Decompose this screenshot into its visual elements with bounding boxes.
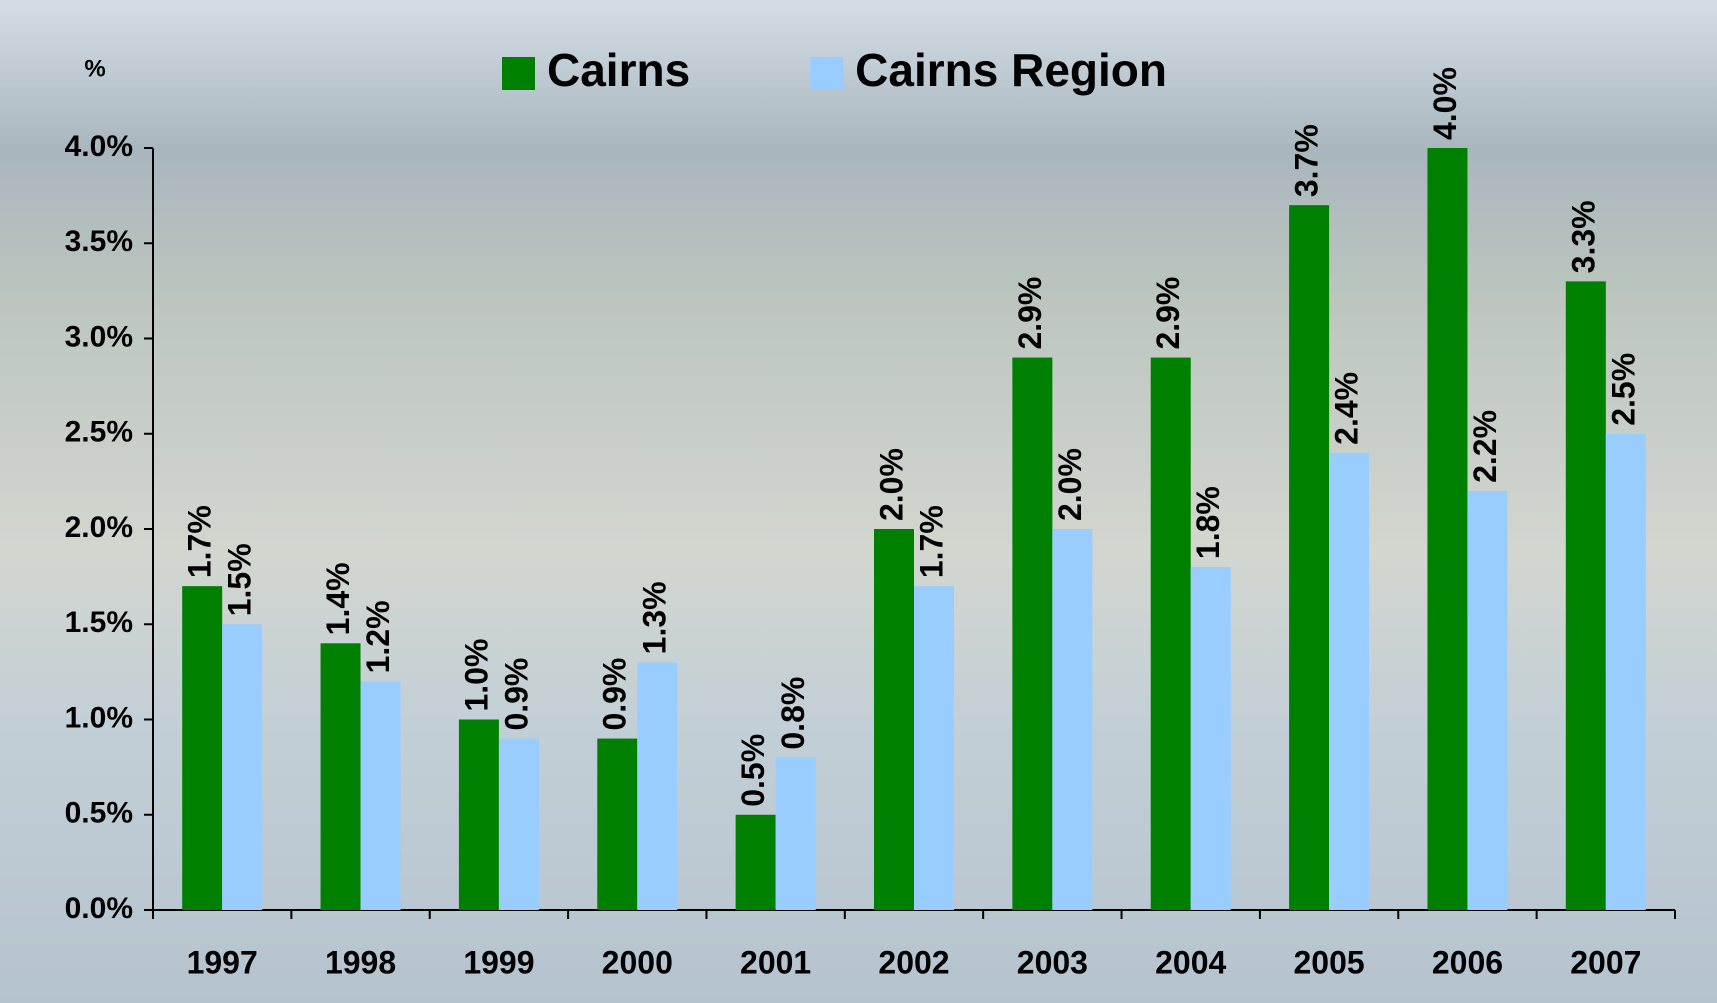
x-tick-label: 2002	[878, 944, 949, 980]
bar	[360, 681, 401, 910]
y-tick-label: 1.0%	[65, 701, 133, 734]
value-label: 3.7%	[1289, 124, 1325, 197]
bar	[458, 719, 499, 910]
value-label: 0.8%	[775, 677, 811, 750]
value-label: 1.2%	[360, 600, 396, 673]
bar	[597, 738, 638, 910]
bar	[1427, 148, 1468, 910]
y-tick-label: 0.0%	[65, 892, 133, 925]
bar	[1190, 567, 1231, 910]
bar	[222, 624, 263, 910]
x-tick-label: 2005	[1293, 944, 1364, 980]
x-tick-label: 2004	[1155, 944, 1226, 980]
legend-label: Cairns	[547, 44, 690, 96]
value-label: 0.5%	[735, 734, 771, 807]
bar	[1565, 281, 1606, 911]
bar	[1289, 205, 1330, 910]
y-tick-label: 0.5%	[65, 797, 133, 830]
bar	[637, 662, 678, 910]
bar	[498, 738, 539, 910]
x-tick-label: 2007	[1570, 944, 1641, 980]
bar	[914, 586, 954, 910]
value-label: 2.9%	[1150, 277, 1186, 350]
bar	[320, 643, 361, 910]
value-label: 2.2%	[1467, 410, 1503, 483]
x-tick-label: 2000	[602, 944, 673, 980]
value-label: 2.0%	[1052, 448, 1088, 521]
x-tick-label: 1998	[325, 944, 396, 980]
value-label: 2.4%	[1329, 372, 1365, 445]
x-tick-label: 2001	[740, 944, 811, 980]
value-label: 1.4%	[320, 562, 356, 635]
value-label: 2.9%	[1012, 277, 1048, 350]
bar	[1467, 490, 1508, 910]
bar	[1329, 452, 1370, 910]
y-tick-label: 1.5%	[65, 606, 133, 639]
value-label: 1.3%	[637, 581, 673, 654]
value-label: 0.9%	[498, 658, 534, 731]
bar	[874, 529, 914, 910]
value-label: 0.9%	[597, 658, 633, 731]
bar	[735, 814, 776, 910]
y-tick-label: 2.5%	[65, 416, 133, 449]
bar	[1605, 433, 1646, 910]
y-tick-label: 3.0%	[65, 320, 133, 353]
legend-swatch	[502, 57, 535, 90]
x-tick-label: 1997	[187, 944, 258, 980]
value-label: 1.8%	[1190, 486, 1226, 559]
legend-label: Cairns Region	[855, 44, 1167, 96]
legend-swatch	[810, 57, 844, 90]
y-tick-label: 2.0%	[65, 511, 133, 544]
y-axis-label: %	[84, 55, 105, 82]
value-label: 2.5%	[1605, 353, 1641, 426]
value-label: 4.0%	[1427, 67, 1463, 140]
y-tick-label: 4.0%	[65, 130, 133, 163]
value-label: 1.7%	[913, 505, 949, 578]
bar	[182, 586, 223, 910]
value-label: 1.5%	[222, 543, 258, 616]
value-label: 3.3%	[1565, 200, 1601, 273]
x-tick-label: 2006	[1432, 944, 1503, 980]
bar	[1052, 529, 1093, 910]
bar	[775, 757, 816, 910]
value-label: 1.7%	[182, 505, 218, 578]
x-tick-label: 2003	[1017, 944, 1088, 980]
x-tick-label: 1999	[463, 944, 534, 980]
y-tick-label: 3.5%	[65, 225, 133, 258]
bar	[1150, 357, 1191, 910]
bar	[1012, 357, 1053, 910]
value-label: 2.0%	[873, 448, 909, 521]
value-label: 1.0%	[458, 639, 494, 712]
